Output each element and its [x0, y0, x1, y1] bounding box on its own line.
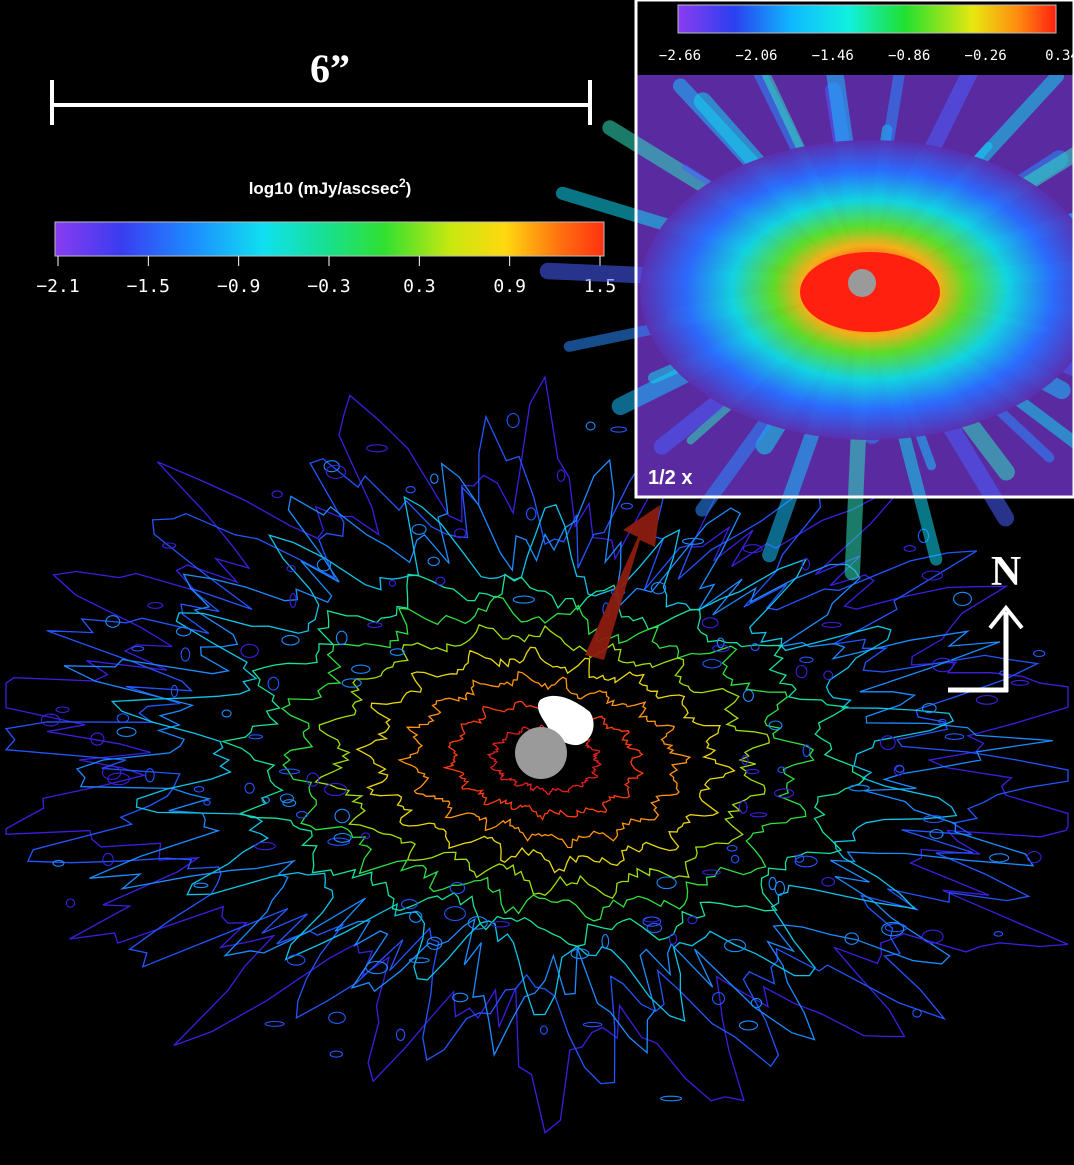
main-colorbar-tick-label: 0.9	[493, 276, 526, 297]
north-label: N	[991, 549, 1021, 595]
main-colorbar-tick-label: −1.5	[127, 276, 170, 297]
inset-colorbar-tick-label: −2.06	[735, 48, 777, 64]
contour-level	[314, 623, 770, 900]
main-colorbar	[54, 221, 605, 257]
contour-level	[5, 375, 1069, 1134]
contour-level	[220, 573, 866, 947]
contour-level	[63, 458, 1053, 1058]
colorbar-title: log10 (mJy/ascsec2)	[249, 176, 412, 198]
direction-arrow	[585, 505, 660, 660]
inset-colorbar-tick-label: −2.66	[659, 48, 701, 64]
contour-level	[110, 495, 958, 1022]
main-colorbar-ticks: −2.1 −1.5 −0.9 −0.3 0.3 0.9 1.5	[36, 256, 616, 297]
north-compass	[948, 604, 1024, 693]
inset-colorbar-tick-label: −1.46	[812, 48, 854, 64]
occulter-disk	[515, 727, 567, 779]
contour-map	[4, 375, 1069, 1134]
inset-colorbar	[677, 4, 1057, 34]
inset-zoom-label: 1/2 x	[648, 467, 692, 489]
contour-level	[355, 646, 736, 874]
contour-level	[397, 671, 692, 849]
inset-colorbar-tick-label: 0.34	[1045, 48, 1074, 64]
main-colorbar-tick-label: −0.3	[307, 276, 350, 297]
scale-bar	[50, 80, 592, 125]
main-colorbar-tick-label: 0.3	[403, 276, 436, 297]
inset-colorbar-tick-label: −0.86	[888, 48, 930, 64]
main-colorbar-tick-label: −0.9	[217, 276, 260, 297]
central-saturation-region	[537, 695, 594, 746]
scale-bar-label: 6”	[310, 46, 350, 91]
contour-level	[280, 595, 815, 922]
inset-colorbar-tick-label: −0.26	[965, 48, 1007, 64]
inset-panel	[539, 0, 1074, 581]
inset-occulter	[848, 269, 876, 297]
main-colorbar-tick-label: −2.1	[36, 276, 79, 297]
inset-colorbar-ticks: −2.66 −2.06 −1.46 −0.86 −0.26 0.34	[659, 48, 1074, 64]
